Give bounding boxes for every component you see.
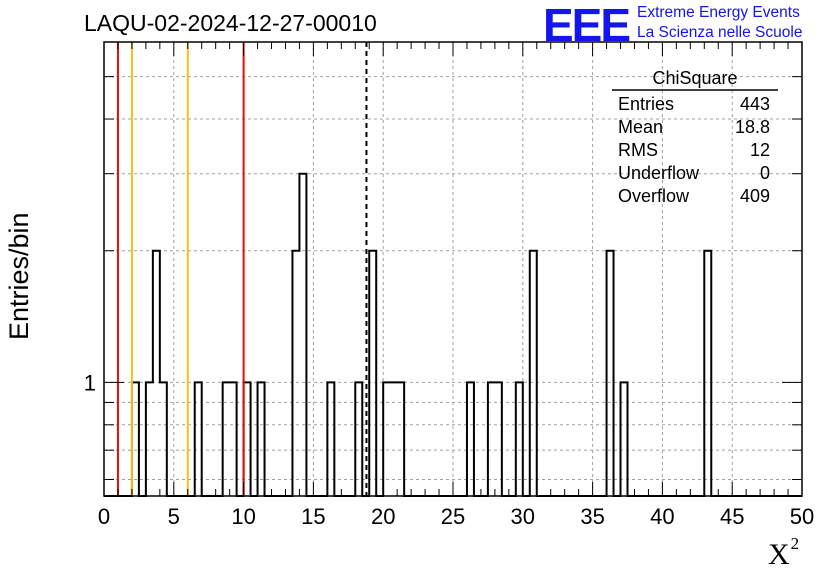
histogram-bin: [355, 382, 362, 496]
x-tick-label: 15: [301, 504, 325, 529]
x-axis-label: X2: [768, 534, 800, 571]
histogram-bin: [467, 382, 474, 496]
stats-label-underflow: Underflow: [618, 163, 700, 183]
x-tick-label: 45: [720, 504, 744, 529]
logo-line-2: La Scienza nelle Scuole: [637, 24, 803, 41]
stats-title: ChiSquare: [652, 68, 737, 88]
histogram-bin: [160, 382, 167, 496]
histogram-bin: [516, 382, 523, 496]
histogram-bin: [397, 382, 404, 496]
stats-value-entries: 443: [740, 94, 770, 114]
stats-label-overflow: Overflow: [618, 186, 690, 206]
x-tick-label: 10: [231, 504, 255, 529]
histogram-bin: [153, 251, 160, 496]
histogram-bin: [704, 251, 711, 496]
eee-logo: EEE: [543, 0, 631, 51]
histogram-bin: [530, 251, 537, 496]
histogram-bin: [299, 174, 306, 496]
x-tick-label: 5: [168, 504, 180, 529]
histogram-bin: [327, 382, 334, 496]
histogram-bin: [390, 382, 397, 496]
histogram-bin: [495, 382, 502, 496]
y-tick-label: 1: [84, 370, 96, 395]
histogram-bin: [258, 382, 265, 496]
x-tick-label: 25: [441, 504, 465, 529]
x-tick-label: 50: [790, 504, 814, 529]
stats-value-rms: 12: [750, 140, 770, 160]
stats-value-overflow: 409: [740, 186, 770, 206]
stats-label-rms: RMS: [618, 140, 658, 160]
histogram-bin: [223, 382, 230, 496]
histogram-bin: [195, 382, 202, 496]
histogram-bin: [230, 382, 237, 496]
histogram-bin: [369, 251, 376, 496]
histogram-bin: [607, 251, 614, 496]
histogram-bin: [488, 382, 495, 496]
stats-value-underflow: 0: [760, 163, 770, 183]
histogram-bin: [621, 382, 628, 496]
stats-label-mean: Mean: [618, 117, 663, 137]
histogram-bin: [292, 251, 299, 496]
x-tick-label: 0: [98, 504, 110, 529]
stats-label-entries: Entries: [618, 94, 674, 114]
histogram-bin: [244, 382, 251, 496]
stats-value-mean: 18.8: [735, 117, 770, 137]
x-tick-label: 30: [511, 504, 535, 529]
x-tick-label: 40: [650, 504, 674, 529]
histogram-bin: [132, 382, 139, 496]
histogram-bin: [146, 382, 153, 496]
x-tick-label: 20: [371, 504, 395, 529]
x-tick-label: 35: [580, 504, 604, 529]
logo-line-1: Extreme Energy Events: [637, 4, 800, 21]
chart-title: LAQU-02-2024-12-27-00010: [84, 10, 377, 36]
histogram-bin: [383, 382, 390, 496]
